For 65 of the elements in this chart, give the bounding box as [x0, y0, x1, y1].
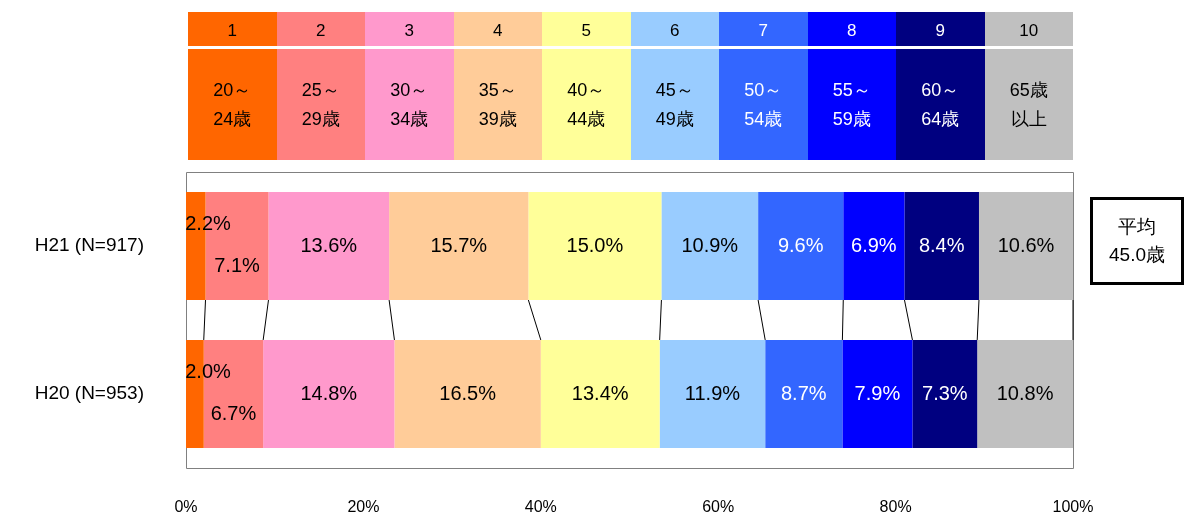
text: 35～39歳 — [477, 75, 519, 134]
bar — [263, 339, 395, 449]
text: 45～49歳 — [654, 75, 696, 134]
data-label: 15.7% — [430, 233, 488, 256]
text: 50～54歳 — [742, 75, 784, 134]
x-tick-label: 80% — [879, 498, 912, 516]
data-label: 8.4% — [918, 233, 965, 256]
x-tick-label: 60% — [702, 498, 735, 516]
bar — [765, 339, 843, 449]
text: 40～44歳 — [565, 75, 607, 134]
data-label: 13.6% — [300, 233, 358, 256]
bar — [540, 339, 660, 449]
x-tick-label: 100% — [1052, 498, 1094, 516]
data-label: 9.6% — [777, 233, 824, 256]
text: 25～29歳 — [300, 75, 342, 134]
text: 平均 45.0歳 — [1090, 197, 1184, 285]
bar — [904, 191, 979, 301]
text: 10 — [984, 12, 1073, 49]
data-label: 11.9% — [684, 381, 741, 404]
bar — [528, 191, 662, 301]
data-label: 2.0% — [185, 359, 232, 382]
y-tick-label: H21 (N=917) — [34, 234, 144, 256]
data-label: 8.7% — [781, 381, 827, 404]
bar — [659, 339, 766, 449]
text: 1 — [188, 12, 277, 49]
text: 7 — [719, 12, 808, 49]
bar — [978, 191, 1073, 301]
bar — [394, 339, 541, 449]
text: 3 — [365, 12, 454, 49]
text: 30～34歳 — [388, 75, 430, 134]
x-tick-label: 20% — [347, 498, 380, 516]
text: 4 — [453, 12, 542, 49]
bar — [268, 191, 390, 301]
data-label: 7.9% — [854, 381, 901, 404]
bar — [842, 339, 913, 449]
text: 8 — [807, 12, 896, 49]
text: 55～59歳 — [831, 75, 873, 134]
data-label: 15.0% — [566, 233, 624, 256]
text: 20～24歳 — [211, 75, 253, 134]
text: 5 — [542, 12, 631, 49]
bar — [977, 339, 1073, 449]
data-label: 7.3% — [922, 381, 968, 404]
text: 60～64歳 — [919, 75, 961, 134]
data-label: 6.9% — [851, 233, 897, 256]
data-label: 10.8% — [996, 381, 1054, 404]
text: 65歳以上 — [1008, 75, 1050, 134]
data-label: 14.8% — [300, 381, 358, 404]
bar — [843, 191, 905, 301]
x-tick-label: 0% — [174, 498, 198, 516]
text: 2 — [276, 12, 365, 49]
x-tick-label: 40% — [524, 498, 557, 516]
text: 6 — [630, 12, 719, 49]
data-label: 10.9% — [681, 233, 739, 256]
y-tick-label: H20 (N=953) — [34, 382, 144, 404]
bar — [389, 191, 529, 301]
data-label: 7.1% — [214, 253, 261, 276]
bar — [912, 339, 978, 449]
data-label: 2.2% — [185, 211, 232, 234]
text: 9 — [896, 12, 985, 49]
data-label: 13.4% — [571, 381, 629, 404]
bar — [758, 191, 844, 301]
data-label: 10.6% — [997, 233, 1055, 256]
bar — [661, 191, 759, 301]
data-label: 6.7% — [210, 401, 257, 424]
data-label: 16.5% — [439, 381, 497, 404]
